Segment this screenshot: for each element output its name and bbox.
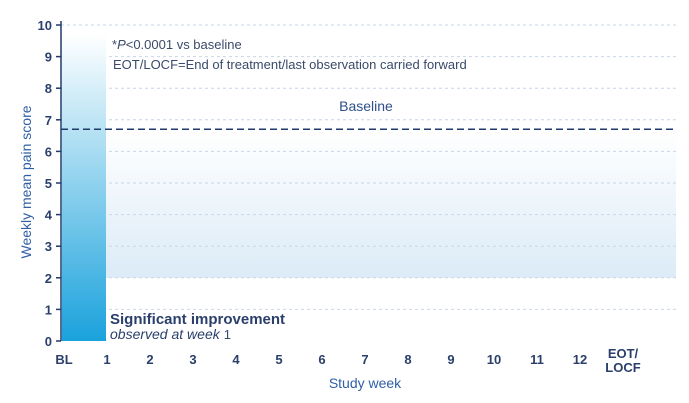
- x-tick-label: 11: [530, 352, 544, 367]
- x-tick-label: 10: [487, 352, 501, 367]
- callout-subtitle: observed at week 1: [110, 326, 231, 342]
- x-tick-label: LOCF: [605, 360, 640, 375]
- asterisk: *: [112, 37, 117, 52]
- y-tick-label: 10: [38, 18, 52, 33]
- x-tick-label: 5: [275, 352, 282, 367]
- x-tick-label: 6: [318, 352, 325, 367]
- x-tick-label: 12: [573, 352, 587, 367]
- x-tick-label: 1: [103, 352, 110, 367]
- callout-title: Significant improvement: [110, 311, 285, 328]
- y-tick-label: 4: [45, 208, 53, 223]
- y-tick-label: 7: [45, 113, 52, 128]
- x-tick-label: EOT/: [608, 346, 639, 361]
- x-tick-label: 8: [404, 352, 411, 367]
- callout-week: 1: [224, 327, 231, 342]
- x-tick-label: 7: [361, 352, 368, 367]
- y-tick-label: 8: [45, 81, 52, 96]
- x-tick-label: BL: [55, 352, 72, 367]
- x-tick-label: 4: [232, 352, 240, 367]
- y-tick-label: 1: [45, 302, 52, 317]
- p-symbol: P: [117, 37, 126, 52]
- x-tick-label: 2: [146, 352, 153, 367]
- callout-italic: observed at week: [110, 326, 221, 342]
- y-axis-title: Weekly mean pain score: [18, 105, 34, 258]
- y-tick-label: 3: [45, 239, 52, 254]
- x-tick-label: 9: [447, 352, 454, 367]
- y-tick-label: 0: [45, 334, 52, 349]
- p-value-note: *P<0.0001 vs baseline: [112, 37, 242, 52]
- y-tick-label: 2: [45, 271, 52, 286]
- p-text: <0.0001 vs baseline: [126, 37, 242, 52]
- x-tick-label: 3: [189, 352, 196, 367]
- y-tick-label: 6: [45, 144, 52, 159]
- abbreviation-note: EOT/LOCF=End of treatment/last observati…: [113, 57, 467, 72]
- shaded-band: [62, 129, 676, 278]
- y-tick-label: 9: [45, 50, 52, 65]
- baseline-label: Baseline: [339, 98, 393, 114]
- bar: [62, 34, 106, 341]
- y-tick-label: 5: [45, 176, 52, 191]
- x-axis-title: Study week: [329, 375, 402, 391]
